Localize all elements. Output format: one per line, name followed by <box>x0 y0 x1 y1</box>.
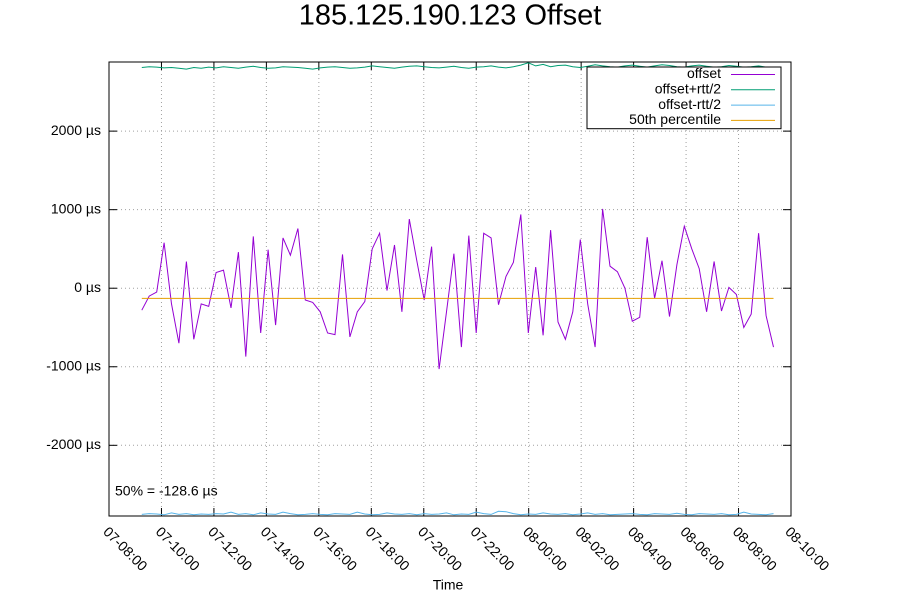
y-tick-label: -1000 µs <box>46 357 101 373</box>
legend-label: offset <box>687 65 721 81</box>
plot-border <box>108 61 792 517</box>
legend-label: 50th percentile <box>629 111 721 127</box>
x-axis-label: Time <box>433 577 464 593</box>
series-line <box>141 62 774 70</box>
annotation: 50% = -128.6 µs <box>115 483 218 499</box>
y-tick-label: 0 µs <box>74 279 101 295</box>
y-tick-label: -2000 µs <box>46 436 101 452</box>
y-tick-label: 1000 µs <box>51 200 101 216</box>
legend-label: offset-rtt/2 <box>658 96 721 112</box>
legend-label: offset+rtt/2 <box>655 81 721 97</box>
series-line <box>141 510 774 516</box>
series-line <box>141 208 774 370</box>
legend-box <box>586 66 782 130</box>
y-tick-label: 2000 µs <box>51 122 101 138</box>
chart-title: 185.125.190.123 Offset <box>299 0 602 32</box>
